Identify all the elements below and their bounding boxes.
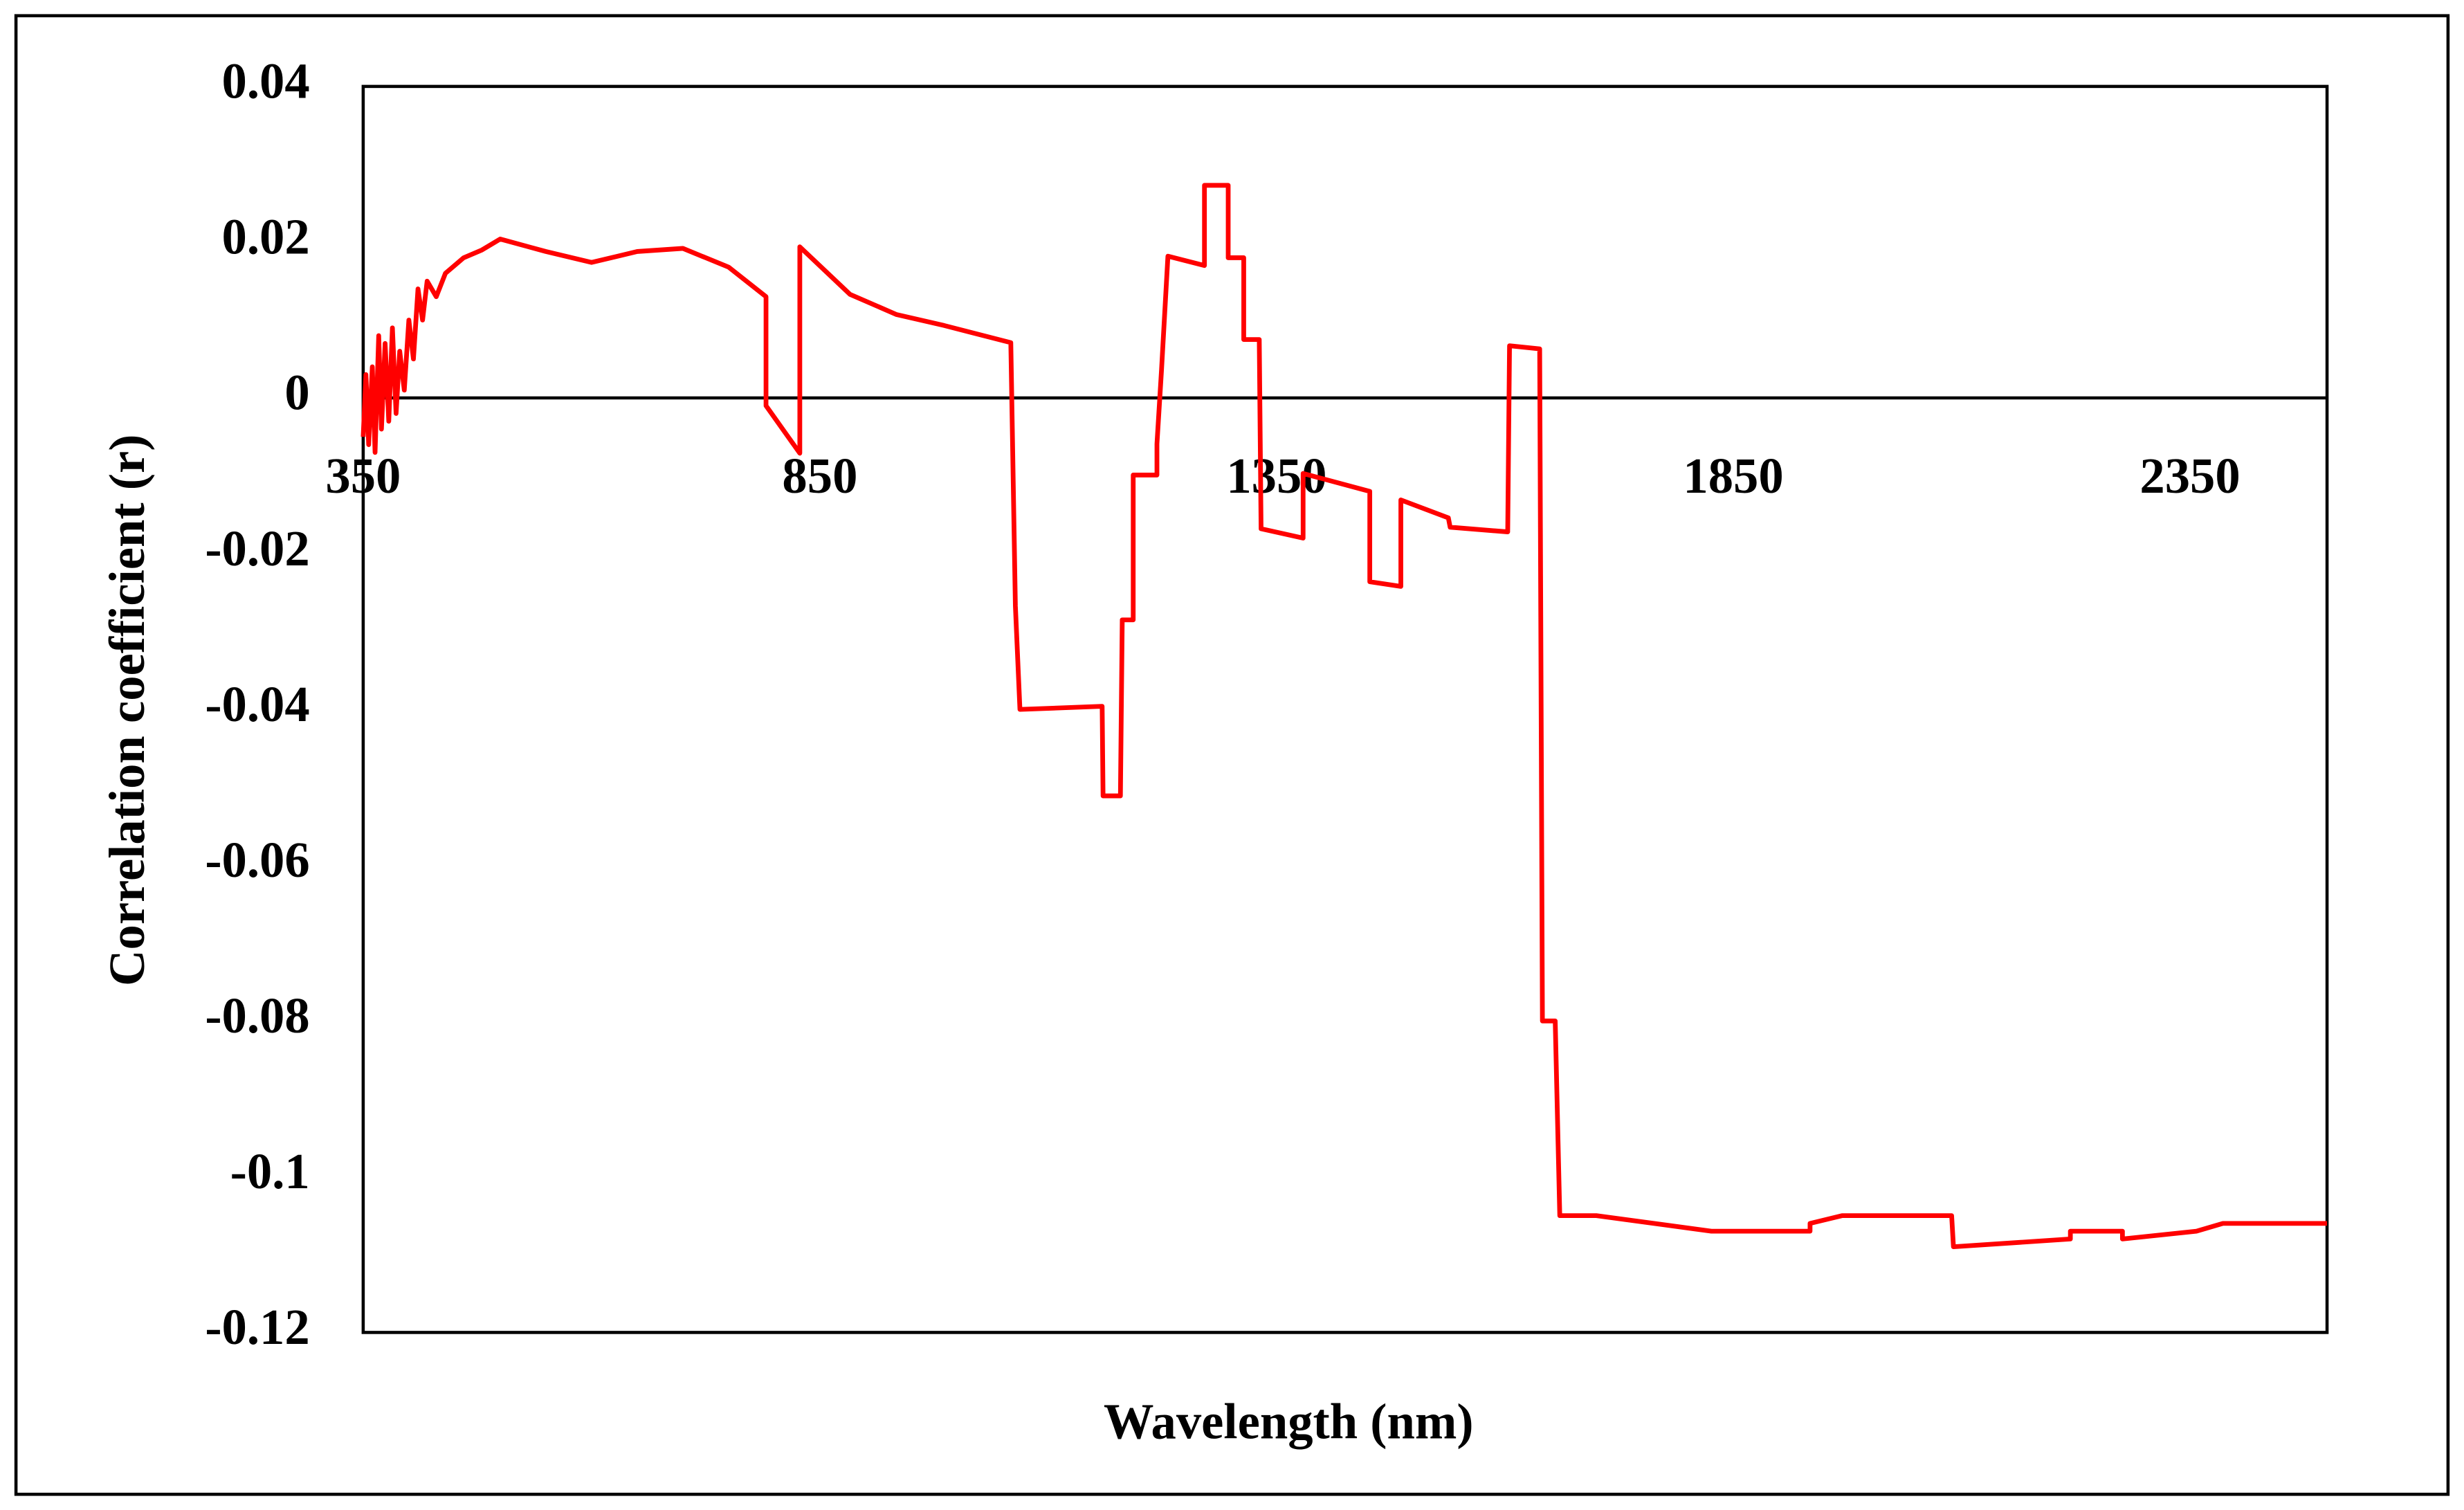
x-tick-label: 1850 <box>1683 448 1783 504</box>
y-tick-label: 0 <box>284 365 309 421</box>
y-tick-label: -0.02 <box>205 520 309 576</box>
y-axis-label: Correlation coefficient (r) <box>99 435 155 986</box>
outer-frame <box>14 14 2450 1496</box>
y-tick-label: -0.1 <box>230 1143 310 1199</box>
x-tick-label: 850 <box>782 448 857 504</box>
x-tick-label: 350 <box>325 448 401 504</box>
x-tick-label: 2350 <box>2139 448 2240 504</box>
y-tick-label: -0.06 <box>205 832 309 888</box>
x-axis-label: Wavelength (nm) <box>1104 1393 1474 1449</box>
y-tick-label: -0.12 <box>205 1299 309 1355</box>
y-tick-label: -0.04 <box>205 676 309 732</box>
y-tick-label: 0.02 <box>222 209 310 265</box>
plot-frame <box>361 84 2329 1334</box>
data-line <box>361 183 2328 1250</box>
y-tick-label: -0.08 <box>205 988 309 1044</box>
y-tick-label: 0.04 <box>222 53 310 109</box>
